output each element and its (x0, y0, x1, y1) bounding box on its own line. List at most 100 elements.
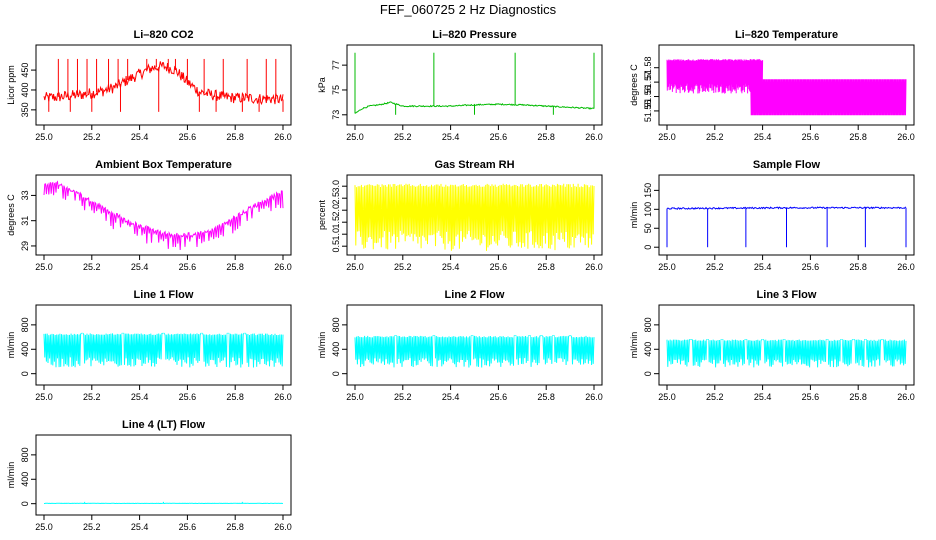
y-tick-label: 33 (20, 190, 30, 200)
series-line3_flow (666, 339, 907, 368)
x-tick-label: 25.2 (706, 262, 724, 272)
x-axis: 25.0 25.2 25.4 25.6 25.8 26.0 (35, 125, 292, 142)
x-tick-label: 25.8 (226, 392, 244, 402)
y-axis: 0 50 100 150 (643, 183, 659, 250)
x-tick-label: 25.4 (442, 392, 460, 402)
y-tick-label: 51.55 (643, 100, 653, 123)
x-tick-label: 25.8 (537, 392, 555, 402)
x-tick-label: 25.4 (131, 262, 149, 272)
x-tick-label: 25.4 (754, 392, 772, 402)
y-tick-label: 450 (20, 63, 30, 78)
plot-frame (35, 174, 292, 256)
plot-frame (346, 44, 603, 126)
plot-frame (346, 174, 603, 256)
y-tick-label: 51.57 (643, 71, 653, 94)
panel-sample_flow: Sample Flow 25.0 25.2 25.4 25.6 25.8 26.0 0 50 10… (629, 159, 915, 272)
y-tick-label: 50 (643, 223, 653, 233)
x-tick-label: 25.4 (442, 262, 460, 272)
data-band (354, 183, 595, 251)
x-axis: 25.0 25.2 25.4 25.6 25.8 26.0 (658, 385, 915, 402)
y-tick-label: 3.0 (331, 180, 341, 193)
data-line (354, 101, 595, 114)
series-pressure (354, 52, 595, 115)
data-band (666, 339, 907, 368)
x-axis: 25.0 25.2 25.4 25.6 25.8 26.0 (658, 125, 915, 142)
y-tick-label: 400 (331, 342, 341, 357)
panel-title: Line 2 Flow (445, 289, 505, 301)
x-tick-label: 25.0 (35, 522, 53, 532)
panel-title: Li–820 Temperature (735, 29, 838, 41)
x-tick-label: 25.4 (131, 522, 149, 532)
y-tick-label: 73 (331, 110, 341, 120)
x-tick-label: 26.0 (274, 262, 292, 272)
plot-frame (658, 304, 915, 386)
plot-frame (658, 44, 915, 126)
panel-line1_flow: Line 1 Flow 25.0 25.2 25.4 25.6 25.8 26.0 0 400 8… (6, 289, 292, 402)
x-tick-label: 25.0 (346, 262, 364, 272)
x-tick-label: 25.6 (802, 392, 820, 402)
y-tick-label: 77 (331, 60, 341, 70)
x-axis: 25.0 25.2 25.4 25.6 25.8 26.0 (35, 255, 292, 272)
series-line4_flow (44, 501, 284, 505)
x-tick-label: 25.4 (754, 132, 772, 142)
series-line1_flow (43, 332, 284, 368)
panel-pressure: Li–820 Pressure 25.0 25.2 25.4 25.6 25.8 26.0 7… (317, 29, 603, 142)
x-tick-label: 26.0 (897, 132, 915, 142)
panel-title: Line 1 Flow (134, 289, 194, 301)
x-axis: 25.0 25.2 25.4 25.6 25.8 26.0 (658, 255, 915, 272)
series-line2_flow (354, 335, 595, 368)
y-tick-label: 0 (643, 371, 653, 376)
x-tick-label: 25.2 (394, 392, 412, 402)
y-axis-label: Licor ppm (6, 65, 16, 105)
y-tick-label: 800 (20, 447, 30, 462)
y-tick-label: 51.56 (643, 85, 653, 108)
x-tick-label: 25.6 (490, 262, 508, 272)
y-axis: 0 400 800 (20, 447, 36, 506)
y-tick-label: 2.5 (331, 192, 341, 205)
y-axis-label: degrees C (6, 194, 16, 236)
x-tick-label: 25.8 (226, 132, 244, 142)
x-tick-label: 25.6 (179, 522, 197, 532)
plot-frame (346, 304, 603, 386)
y-axis-label: percent (317, 199, 327, 230)
y-axis-label: degrees C (629, 64, 639, 106)
x-tick-label: 25.6 (179, 392, 197, 402)
y-axis-label: ml/min (629, 332, 639, 359)
y-axis: 0 400 800 (331, 317, 347, 376)
y-tick-label: 1.0 (331, 228, 341, 241)
panel-gas_rh: Gas Stream RH 25.0 25.2 25.4 25.6 25.8 26.0 0.5… (317, 159, 603, 272)
plot-frame (658, 174, 915, 256)
y-axis-label: ml/min (6, 462, 16, 489)
x-axis: 25.0 25.2 25.4 25.6 25.8 26.0 (35, 515, 292, 532)
y-tick-label: 0 (20, 501, 30, 506)
y-tick-label: 0 (20, 371, 30, 376)
x-tick-label: 25.0 (35, 132, 53, 142)
x-tick-label: 25.6 (802, 262, 820, 272)
x-tick-label: 25.0 (658, 132, 676, 142)
y-axis: 350 400 450 (20, 63, 36, 117)
y-tick-label: 400 (643, 342, 653, 357)
y-tick-label: 31 (20, 216, 30, 226)
x-tick-label: 25.2 (83, 392, 101, 402)
series-licor_temp (666, 59, 907, 116)
x-tick-label: 25.4 (131, 132, 149, 142)
x-axis: 25.0 25.2 25.4 25.6 25.8 26.0 (346, 125, 603, 142)
x-tick-label: 26.0 (274, 522, 292, 532)
x-tick-label: 26.0 (274, 392, 292, 402)
series-ambient_temp (43, 180, 284, 251)
y-axis-label: ml/min (6, 332, 16, 359)
y-axis: 29 31 33 (20, 190, 36, 251)
y-tick-label: 800 (20, 317, 30, 332)
y-axis-label: ml/min (317, 332, 327, 359)
y-tick-label: 800 (643, 317, 653, 332)
panel-title: Li–820 Pressure (432, 29, 516, 41)
x-tick-label: 25.2 (83, 262, 101, 272)
panel-line3_flow: Line 3 Flow 25.0 25.2 25.4 25.6 25.8 26.0 0 400 8… (629, 289, 915, 402)
y-tick-label: 75 (331, 85, 341, 95)
y-tick-label: 400 (20, 342, 30, 357)
x-tick-label: 25.0 (35, 392, 53, 402)
x-tick-label: 25.6 (179, 132, 197, 142)
y-tick-label: 350 (20, 102, 30, 117)
